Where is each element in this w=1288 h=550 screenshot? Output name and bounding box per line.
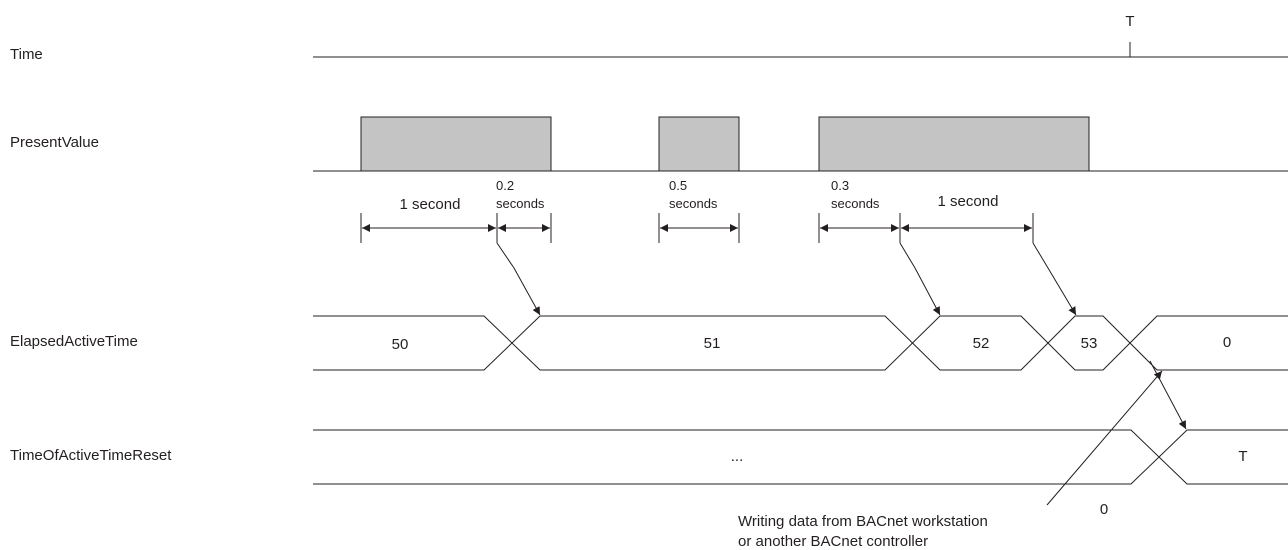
pulse-3 xyxy=(818,116,1090,172)
elapsed-value-53: 53 xyxy=(1081,335,1098,352)
write-annotation-line-2: or another BACnet controller xyxy=(738,533,928,550)
duration-label-5: 1 second xyxy=(938,193,999,210)
write-annotation-line-1: Writing data from BACnet workstation xyxy=(738,513,988,530)
time-marker-label: T xyxy=(1125,13,1134,30)
row-label-elapsed-active-time: ElapsedActiveTime xyxy=(10,333,138,350)
duration-label-4-unit: seconds xyxy=(831,196,880,211)
row-label-present-value: PresentValue xyxy=(10,134,99,151)
elapsed-value-51: 51 xyxy=(704,335,721,352)
duration-label-2-unit: seconds xyxy=(496,196,545,211)
duration-label-3-num: 0.5 xyxy=(669,178,687,193)
row-label-time: Time xyxy=(10,46,43,63)
duration-label-2-num: 0.2 xyxy=(496,178,514,193)
reset-value-previous: ... xyxy=(731,448,744,465)
duration-label-4-num: 0.3 xyxy=(831,178,849,193)
reset-bus-bottom xyxy=(313,429,1288,485)
row-label-time-of-active-time-reset: TimeOfActiveTimeReset xyxy=(10,447,172,464)
pulse-1 xyxy=(360,116,552,172)
write-annotation-line xyxy=(1046,370,1163,506)
duration-label-3-unit: seconds xyxy=(669,196,718,211)
increment-arrow-52 xyxy=(899,242,941,316)
increment-arrow-51 xyxy=(496,242,541,316)
increment-arrow-53 xyxy=(1032,242,1077,316)
duration-label-1: 1 second xyxy=(400,196,461,213)
reset-trigger-arrow xyxy=(1149,360,1187,430)
pulse-2 xyxy=(658,116,740,172)
elapsed-value-52: 52 xyxy=(973,335,990,352)
elapsed-value-50: 50 xyxy=(392,336,409,353)
elapsed-bus-bottom xyxy=(313,315,1288,371)
reset-bus-top xyxy=(313,429,1288,485)
elapsed-value-0: 0 xyxy=(1223,334,1231,351)
old-elapsed-value: 0 xyxy=(1100,501,1108,518)
reset-value-new: T xyxy=(1238,448,1247,465)
elapsed-bus-top xyxy=(313,315,1288,371)
